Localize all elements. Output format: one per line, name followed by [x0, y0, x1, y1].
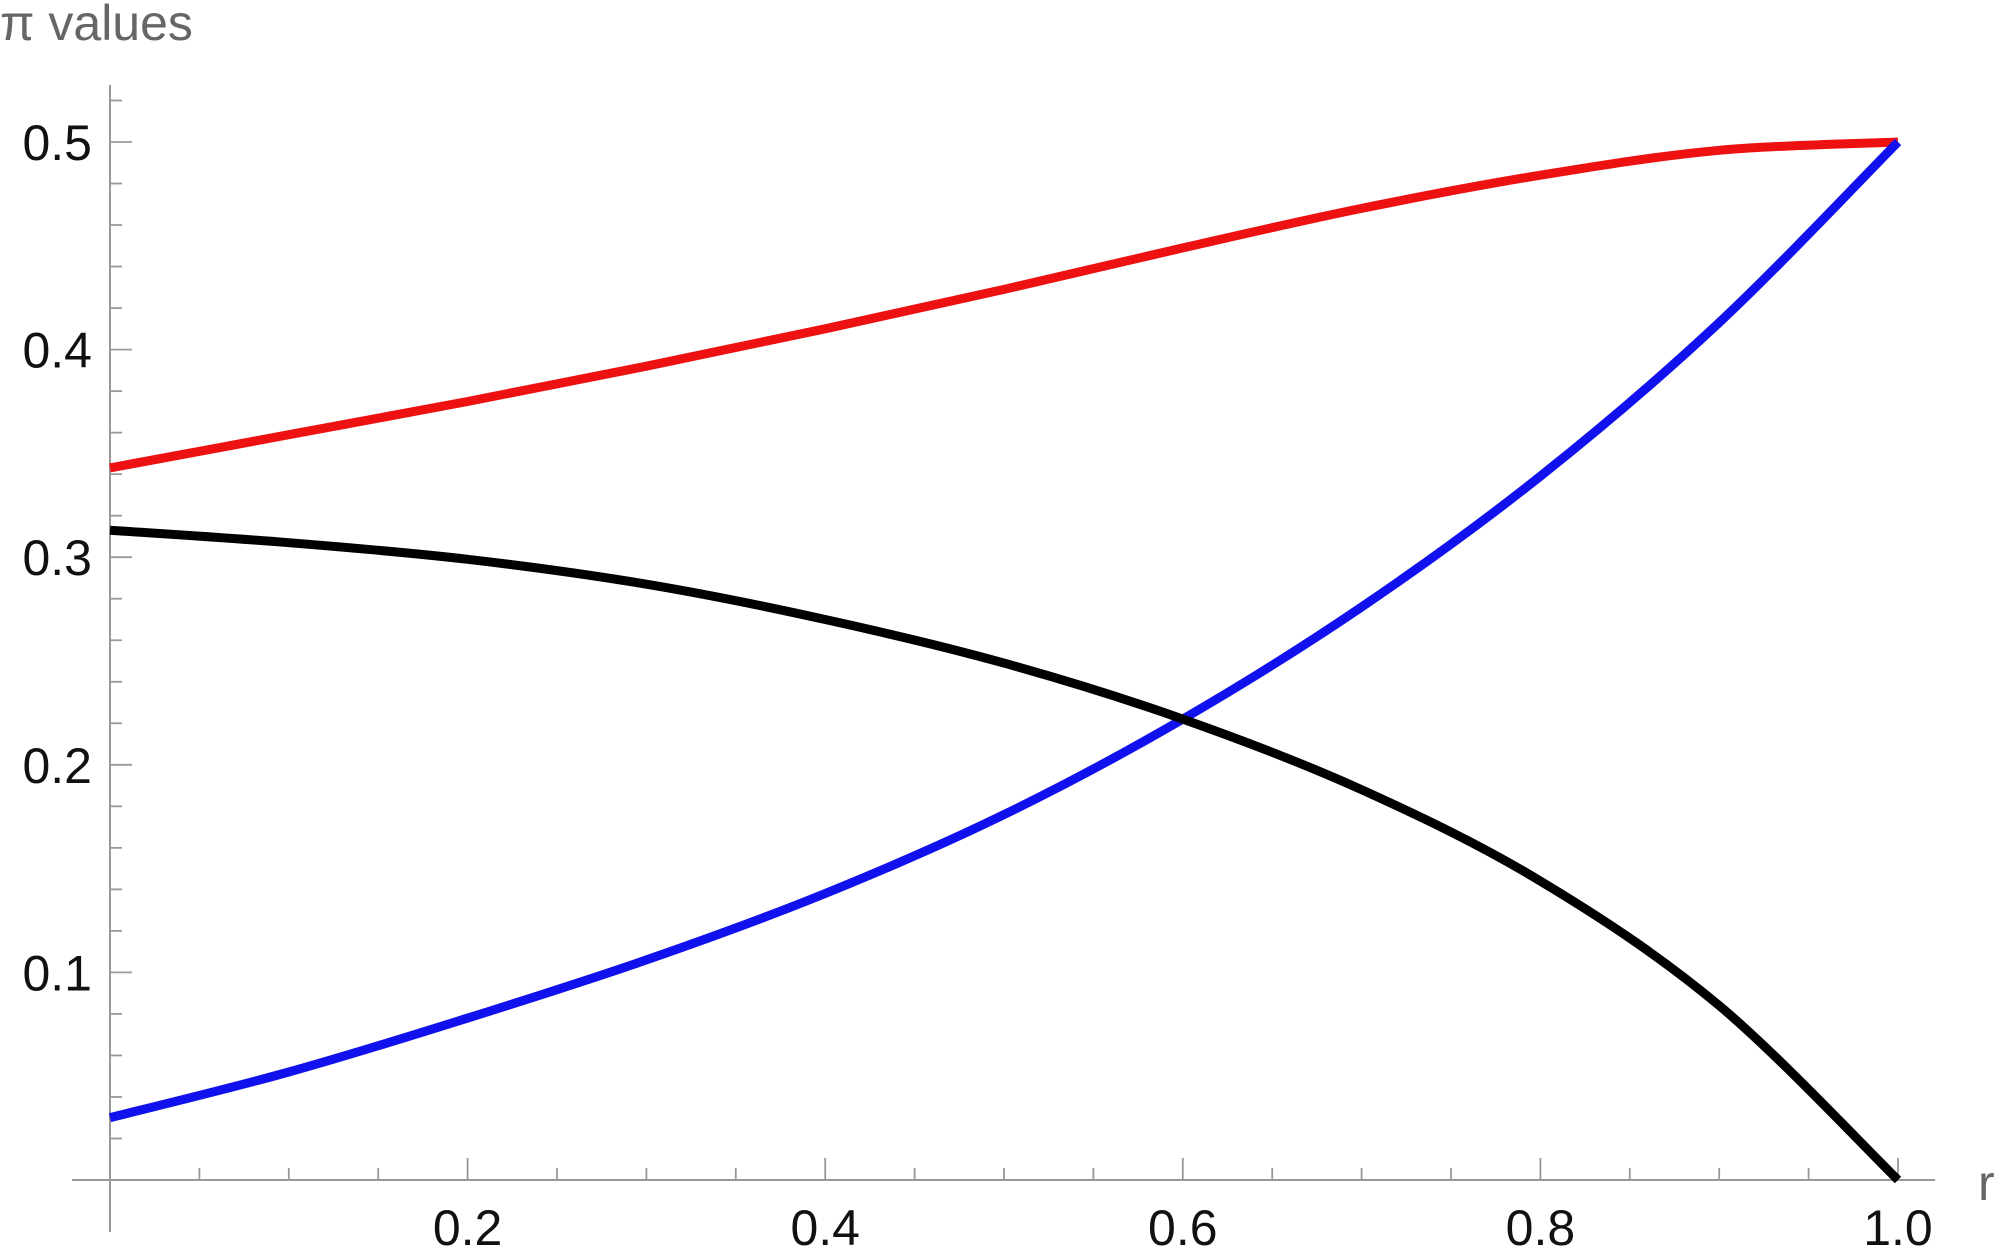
- x-tick-label: 0.2: [433, 1200, 503, 1256]
- series-group: [108, 137, 1902, 1184]
- y-tick-label: 0.3: [22, 530, 92, 586]
- y-axis-label: π values: [0, 0, 193, 51]
- x-tick-label: 0.6: [1148, 1200, 1218, 1256]
- y-tick-label: 0.4: [22, 323, 92, 379]
- ticks: [110, 99, 1899, 1180]
- y-tick-label: 0.1: [22, 945, 92, 1001]
- x-tick-label: 0.8: [1506, 1200, 1576, 1256]
- x-tick-label: 1.0: [1863, 1200, 1933, 1256]
- series-line-red: [109, 137, 1899, 473]
- x-axis-label: r: [1978, 1155, 1995, 1211]
- series-line-blue: [108, 138, 1902, 1123]
- tick-labels: 0.2 0.4 0.6 0.8 1.0 0.1 0.2 0.3 0.4 0.5: [22, 115, 1932, 1256]
- y-tick-label: 0.5: [22, 115, 92, 171]
- series-line-black: [109, 525, 1902, 1184]
- x-tick-label: 0.4: [790, 1200, 860, 1256]
- y-tick-label: 0.2: [22, 738, 92, 794]
